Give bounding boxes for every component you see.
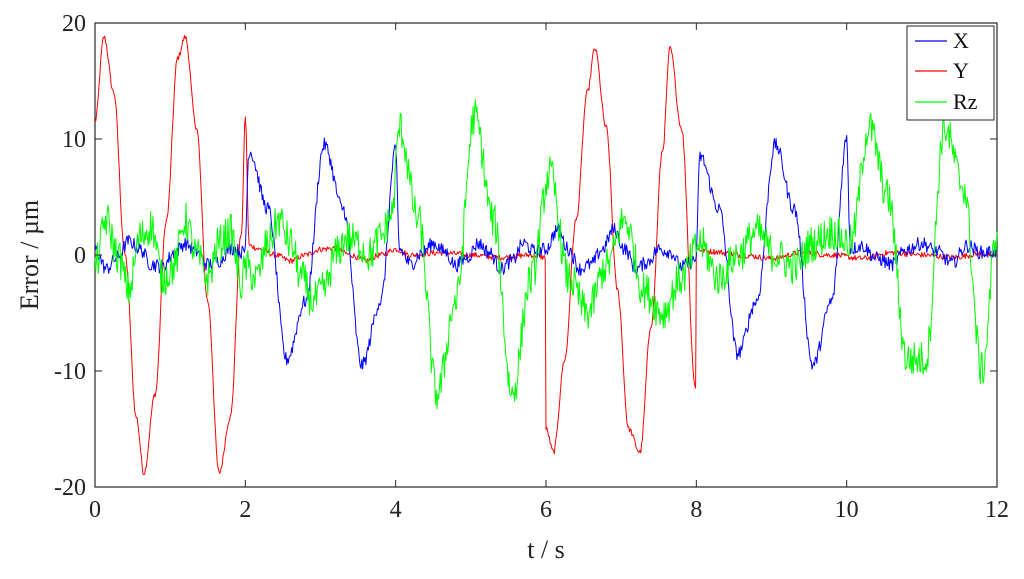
legend-label-rz: Rz	[953, 89, 978, 114]
x-tick-label: 12	[985, 497, 1009, 523]
series-line-y	[94, 35, 998, 475]
tick-layer: 0 2 4 6 8 10 12 -20 -10 0 10 20	[54, 11, 1009, 523]
x-tick-label: 8	[690, 497, 702, 523]
y-axis-label: Error / µm	[15, 200, 44, 310]
y-tick-label: 10	[62, 127, 86, 153]
legend: X Y Rz	[906, 25, 995, 121]
series-line-rz	[94, 99, 998, 410]
y-tick-label: -10	[54, 359, 86, 385]
x-tick-label: 0	[89, 497, 101, 523]
series-line-x	[94, 135, 998, 370]
x-tick-label: 4	[390, 497, 402, 523]
legend-label-x: X	[953, 28, 969, 53]
legend-box	[906, 25, 995, 121]
y-tick-label: 20	[62, 11, 86, 37]
y-tick-label: -20	[54, 475, 86, 501]
x-tick-label: 6	[540, 497, 552, 523]
legend-label-y: Y	[953, 58, 969, 83]
x-tick-label: 10	[835, 497, 859, 523]
series-layer	[94, 35, 998, 475]
x-tick-label: 2	[239, 497, 251, 523]
y-tick-label: 0	[74, 243, 86, 269]
x-axis-label: t / s	[527, 535, 565, 564]
